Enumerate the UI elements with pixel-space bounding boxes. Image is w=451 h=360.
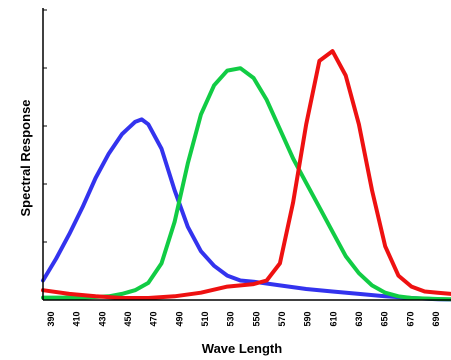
x-tick-label: 390 bbox=[46, 311, 56, 326]
x-tick-label: 470 bbox=[149, 311, 159, 326]
x-tick-label: 590 bbox=[303, 311, 313, 326]
x-tick-label: 530 bbox=[226, 311, 236, 326]
series-line-0 bbox=[43, 119, 451, 299]
series-line-1 bbox=[43, 68, 451, 299]
y-axis-title: Spectral Response bbox=[18, 99, 33, 216]
plot-lines bbox=[43, 51, 451, 299]
x-tick-label: 410 bbox=[72, 311, 82, 326]
x-tick-label: 650 bbox=[380, 311, 390, 326]
x-tick-label: 510 bbox=[200, 311, 210, 326]
x-axis-title: Wave Length bbox=[202, 341, 282, 356]
x-tick-label: 570 bbox=[277, 311, 287, 326]
x-tick-label: 610 bbox=[328, 311, 338, 326]
x-tick-label: 670 bbox=[405, 311, 415, 326]
x-tick-label: 550 bbox=[251, 311, 261, 326]
x-tick-label: 430 bbox=[97, 311, 107, 326]
x-tick-label: 690 bbox=[431, 311, 441, 326]
x-tick-label: 630 bbox=[354, 311, 364, 326]
x-tick-label: 450 bbox=[123, 311, 133, 326]
x-tick-labels: 390 410 430 450 470 490 510 530 550 570 590 610 630 6… bbox=[46, 311, 441, 326]
x-tick-label: 490 bbox=[174, 311, 184, 326]
series-line-2 bbox=[43, 51, 451, 298]
